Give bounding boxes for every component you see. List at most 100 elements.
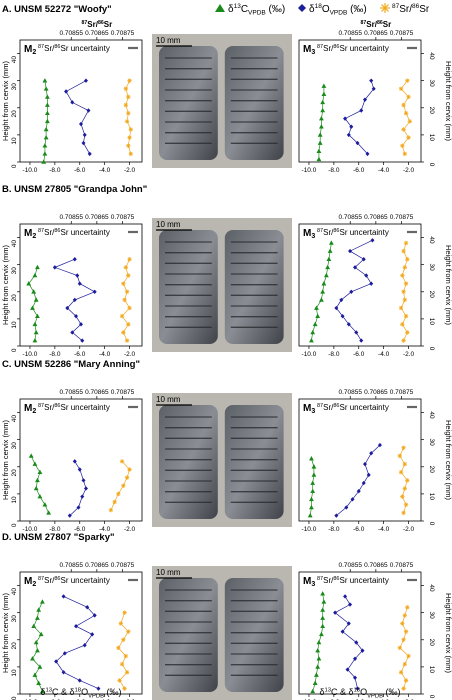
o18-point	[79, 121, 83, 127]
o18-point	[65, 305, 70, 311]
c13-point	[309, 496, 314, 502]
o18-point	[359, 108, 364, 113]
sr-point	[127, 257, 132, 262]
panel-title: A. UNSM 52272 "Woofy"	[2, 4, 112, 15]
y-tick-label: 20	[428, 639, 435, 647]
y-axis-label: Height from cervix (mm)	[444, 593, 452, 674]
sr-axis-title: 87Sr/86Sr	[361, 20, 392, 29]
sr-tick-label: 0.70865	[85, 389, 109, 396]
o18-point	[334, 305, 339, 311]
sr-tick-label: 0.70875	[390, 389, 414, 396]
o18-point	[356, 488, 361, 494]
sr-tick-label: 0.70875	[111, 214, 135, 221]
sr-tick-label: 0.70865	[364, 389, 388, 396]
y-axis-label: Height from cervix (mm)	[1, 592, 10, 673]
sr-point	[118, 621, 124, 626]
y-tick-label: 20	[428, 466, 435, 474]
y-tick-label: 10	[11, 496, 18, 504]
sr-point	[400, 273, 405, 278]
o18-point	[346, 621, 351, 626]
sr-point	[405, 257, 410, 262]
y-axis-label: Height from cervix (mm)	[1, 244, 10, 325]
molar-2	[224, 405, 284, 519]
c13-point	[37, 494, 43, 499]
y-tick-label: 20	[11, 469, 18, 477]
c13-point	[30, 305, 35, 310]
x-tick-label: -8.0	[328, 526, 340, 533]
x-tick-label: -2.0	[124, 351, 136, 358]
left-plot-frame	[19, 39, 143, 163]
sr-point	[401, 510, 406, 516]
right-plot-frame	[298, 223, 422, 347]
o18-point	[377, 442, 382, 448]
y-tick-label: 20	[428, 107, 435, 115]
y-axis-label: Height from cervix (mm)	[1, 60, 10, 141]
c13-point	[44, 118, 50, 124]
o18-point	[74, 624, 79, 629]
y-tick-label: 10	[11, 669, 18, 677]
c13-point	[26, 281, 32, 286]
o18-point	[365, 151, 370, 157]
o18-point	[52, 265, 57, 270]
legend-o18-label: δ18OVPDB (‰)	[309, 3, 367, 16]
sr-tick-label: 0.70865	[85, 562, 109, 569]
right-uncertainty-label: 87Sr/86Sr uncertainty	[317, 403, 389, 412]
o18-point	[353, 265, 358, 270]
panel-2: B. UNSM 27805 "Grandpa John"0.70855 0.708…	[1, 184, 452, 358]
sr-point	[406, 94, 411, 100]
sr-point	[401, 686, 406, 691]
y-axis-label: Height from cervix (mm)	[444, 420, 452, 501]
sr-tick-label: 0.70875	[111, 30, 135, 37]
sr-point	[121, 483, 126, 488]
o18-point	[75, 273, 80, 278]
y-tick-label: 10	[428, 493, 435, 501]
x-tick-label: -6.0	[74, 167, 86, 174]
o18-point	[364, 273, 369, 278]
o18-point	[369, 281, 374, 286]
sr-point	[403, 111, 409, 116]
sr-point	[406, 135, 411, 140]
sr-point	[402, 486, 408, 491]
y-tick-label: 10	[428, 318, 435, 326]
sr-tick-label: 0.70875	[390, 562, 414, 569]
sr-point	[121, 281, 126, 286]
sr-point	[405, 78, 410, 83]
tooth-photo-2: 10 mm	[152, 393, 292, 527]
y-tick-label: 40	[428, 411, 435, 419]
sr-point	[126, 111, 131, 116]
c13-point	[321, 281, 327, 286]
sr-point	[407, 119, 412, 124]
o18-point	[76, 505, 81, 510]
c13-point	[44, 110, 50, 115]
sr-point	[403, 678, 409, 683]
sr-point	[123, 653, 129, 659]
sr-line	[117, 612, 129, 689]
molar-1	[159, 46, 218, 160]
c13-point	[327, 248, 333, 253]
sr-point	[127, 467, 132, 472]
x-tick-label: -6.0	[74, 351, 86, 358]
right-tooth-label: M3	[303, 403, 315, 415]
o18-point	[360, 648, 365, 653]
x-tick-label: -4.0	[378, 167, 390, 174]
right-tooth-label: M3	[303, 576, 315, 588]
c13-point	[319, 631, 324, 637]
sr-tick-label: 0.70875	[111, 562, 135, 569]
sr-point	[119, 313, 125, 319]
y-tick-label: 10	[11, 321, 18, 329]
sr-tick-label: 0.70875	[111, 389, 135, 396]
sr-tick-label: 0.70865	[85, 30, 109, 37]
c13-point	[320, 591, 326, 596]
x-tick-label: -4.0	[99, 526, 111, 533]
y-tick-label: 0	[11, 348, 18, 352]
legend-sr-marker	[380, 3, 390, 13]
sr-tick-label: 0.70855	[59, 30, 83, 37]
c13-point	[43, 86, 49, 91]
c13-point	[32, 272, 38, 278]
c13-point	[40, 599, 45, 604]
c13-point	[43, 126, 49, 132]
c13-point	[35, 648, 40, 653]
sr-point	[403, 281, 409, 286]
